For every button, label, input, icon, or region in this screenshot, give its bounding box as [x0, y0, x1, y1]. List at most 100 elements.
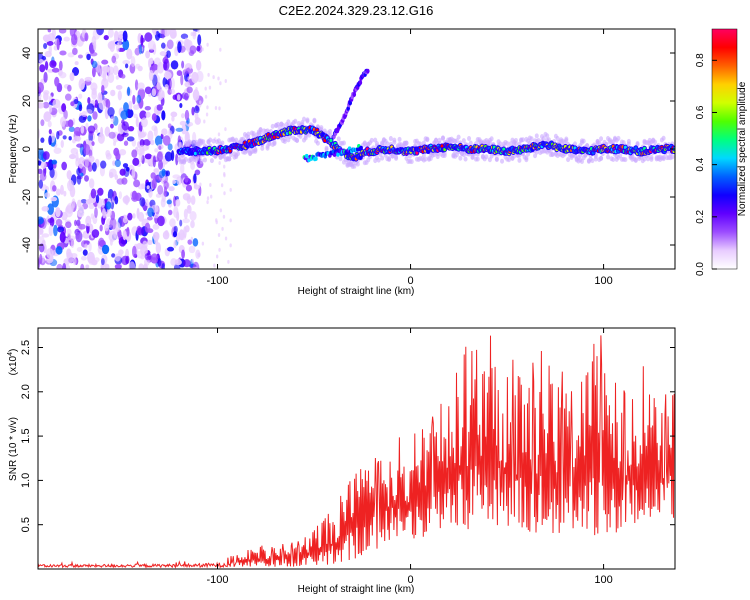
- noise-blob: [107, 107, 115, 117]
- noise-blob: [122, 30, 128, 42]
- ridge-halo: [649, 156, 654, 162]
- noise-blob: [53, 147, 62, 154]
- noise-blob: [144, 252, 152, 261]
- ridge-halo: [645, 156, 650, 162]
- noise-blob: [56, 38, 60, 51]
- colorbar-gradient: [711, 28, 738, 270]
- x-tick-label: 100: [594, 275, 612, 287]
- noise-blob: [222, 214, 226, 219]
- noise-blob: [139, 110, 147, 120]
- ridge-halo: [520, 137, 525, 143]
- noise-blob: [63, 109, 68, 120]
- noise-blob: [64, 93, 72, 101]
- noise-blob: [62, 262, 67, 269]
- noise-blob: [140, 117, 148, 128]
- ridge-halo: [550, 151, 555, 157]
- noise-blob: [56, 131, 60, 140]
- noise-blob: [83, 143, 91, 156]
- x-tick-label: 100: [594, 574, 612, 586]
- noise-blob: [84, 76, 93, 82]
- noise-blob: [166, 39, 174, 50]
- noise-blob: [94, 207, 98, 218]
- noise-blob: [168, 186, 175, 192]
- noise-blob: [90, 188, 97, 199]
- noise-blob: [38, 102, 42, 109]
- noise-blob: [224, 236, 228, 241]
- ridge-halo: [670, 154, 675, 160]
- ridge-halo: [425, 136, 430, 142]
- ridge-halo: [498, 141, 503, 147]
- noise-blob: [115, 222, 121, 232]
- ridge-halo: [423, 156, 428, 162]
- noise-blob: [185, 184, 193, 192]
- noise-blob: [91, 90, 98, 100]
- noise-blob: [38, 227, 44, 235]
- noise-blob: [74, 219, 78, 227]
- noise-blob: [122, 163, 129, 168]
- ridge-halo: [489, 136, 494, 142]
- noise-blob: [161, 262, 165, 269]
- noise-blob: [39, 64, 46, 73]
- noise-blob: [72, 47, 78, 56]
- noise-blob: [131, 168, 136, 179]
- noise-blob: [184, 109, 190, 121]
- ridge-halo: [301, 116, 306, 122]
- noise-blob: [163, 58, 170, 71]
- ridge-halo: [281, 123, 286, 129]
- noise-blob: [115, 75, 119, 80]
- noise-blob: [38, 243, 45, 253]
- y-tick-label: 1.0: [20, 473, 32, 488]
- noise-blob: [160, 42, 166, 49]
- noise-blob: [149, 57, 154, 65]
- noise-blob: [199, 100, 202, 105]
- ridge-halo: [573, 141, 578, 147]
- noise-blob: [184, 37, 189, 49]
- noise-blob: [191, 258, 194, 263]
- noise-blob: [63, 36, 70, 42]
- noise-blob: [67, 256, 74, 264]
- noise-blob: [151, 113, 157, 122]
- noise-blob: [43, 71, 48, 83]
- snr-exponent-power: 4: [7, 352, 14, 356]
- echo-point: [359, 145, 363, 151]
- noise-blob: [91, 66, 96, 78]
- noise-blob: [138, 130, 142, 141]
- noise-blob: [221, 226, 224, 231]
- noise-blob: [126, 86, 131, 96]
- noise-blob: [103, 34, 109, 41]
- ridge-halo: [194, 157, 199, 163]
- noise-blob: [207, 72, 210, 77]
- noise-blob: [126, 48, 133, 60]
- noise-blob: [43, 111, 52, 122]
- noise-blob: [123, 102, 129, 113]
- noise-blob: [75, 230, 83, 243]
- noise-blob: [176, 94, 181, 101]
- ridge-halo: [616, 135, 621, 141]
- noise-blob: [156, 81, 161, 90]
- noise-blob: [142, 240, 148, 249]
- ridge-halo: [298, 133, 303, 139]
- noise-blob: [167, 246, 175, 252]
- noise-blob: [58, 29, 67, 34]
- y-tick-label: 40: [21, 47, 33, 59]
- noise-blob: [122, 195, 131, 204]
- branch-point: [348, 100, 353, 106]
- noise-blob: [70, 253, 78, 259]
- noise-blob: [113, 65, 119, 76]
- noise-blob: [116, 42, 120, 53]
- ridge-halo: [409, 159, 414, 165]
- noise-blob: [161, 29, 165, 39]
- ridge-halo: [272, 141, 277, 147]
- y-tick-label: 2.5: [20, 340, 32, 355]
- noise-blob: [70, 239, 75, 249]
- noise-blob: [138, 152, 143, 163]
- ridge-halo: [267, 141, 272, 147]
- noise-blob: [181, 249, 185, 259]
- ridge-halo: [190, 139, 195, 145]
- noise-blob: [40, 161, 47, 169]
- noise-blob: [206, 105, 209, 110]
- noise-blob: [47, 203, 55, 215]
- noise-blob: [144, 32, 153, 42]
- ridge-point: [634, 146, 638, 150]
- ridge-halo: [626, 138, 631, 144]
